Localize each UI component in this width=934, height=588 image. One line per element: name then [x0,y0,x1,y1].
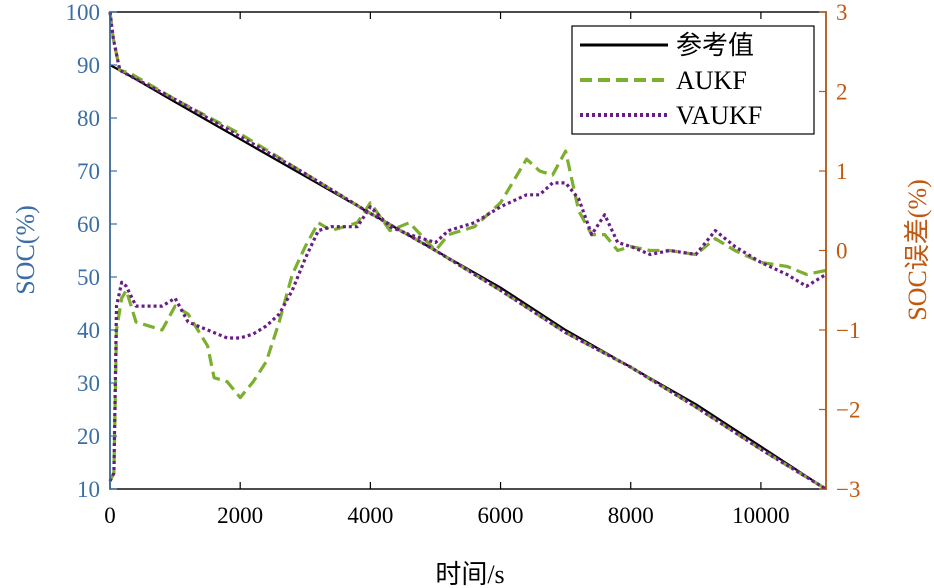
y-axis-right-title: SOC误差(%) [903,179,932,321]
y-left-tick-label: 70 [77,159,100,184]
error-series-vaukf [108,181,827,482]
y-axis-left-title: SOC(%) [11,205,40,295]
y-right-tick-label: 2 [836,80,848,105]
y-left-tick-label: 40 [77,318,100,343]
y-left-tick-label: 30 [77,371,100,396]
x-tick-label: 2000 [217,503,263,528]
y-left-tick-label: 20 [77,424,100,449]
y-left-tick-label: 60 [77,212,100,237]
y-left-tick-label: 50 [77,265,100,290]
x-tick-label: 6000 [478,503,524,528]
y-left-tick-label: 90 [77,53,100,78]
legend-label-aukf: AUKF [676,66,747,95]
y-right-tick-label: 1 [836,159,848,184]
x-tick-label: 0 [104,503,116,528]
y-right-tick-label: −2 [836,398,860,423]
soc-series-vaukf [108,11,827,491]
y-left-tick-label: 10 [77,477,100,502]
y-right-tick-label: −1 [836,318,860,343]
x-tick-label: 10000 [732,503,790,528]
legend-label-reference: 参考值 [676,31,754,60]
x-tick-label: 4000 [347,503,393,528]
y-right-tick-label: −3 [836,477,860,502]
x-tick-label: 8000 [608,503,654,528]
legend: 参考值 AUKF VAUKF [571,25,815,135]
y-left-tick-label: 100 [66,0,101,25]
y-right-tick-label: 3 [836,0,848,25]
legend-label-vaukf: VAUKF [676,101,762,130]
series-layer [108,11,827,491]
y-right-tick-label: 0 [836,239,848,264]
x-axis-title: 时间/s [435,560,504,588]
y-left-tick-label: 80 [77,106,100,131]
axes-layer: 0 2000 4000 6000 8000 10000102030405060708090… [66,0,861,528]
error-series-aukf [108,149,827,482]
